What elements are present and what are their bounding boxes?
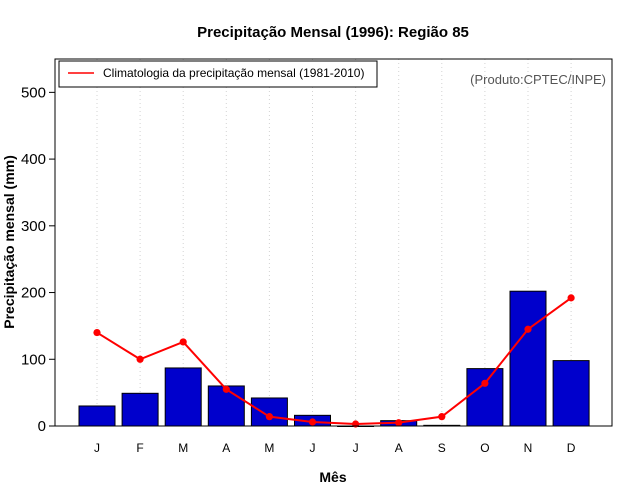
bar-D-11 [552,360,590,427]
x-tick-label: S [438,441,446,455]
y-axis: 0 100 200 300 400 500 [21,84,55,435]
x-tick-label: J [353,441,359,455]
legend-box [58,60,378,88]
bar-J-0 [78,405,116,427]
bar-F-1 [121,392,159,427]
y-tick-label: 400 [21,151,46,168]
climatology-point-4 [265,413,273,421]
climatology-point-6 [352,420,360,428]
legend: Climatologia da precipitação mensal (198… [58,60,378,88]
climatology-point-11 [567,294,575,302]
climatology-point-1 [136,355,144,363]
climatology-series [93,294,575,428]
bars-group [78,290,590,427]
x-tick-label: O [480,441,489,455]
y-tick-label: 100 [21,351,46,368]
climatology-point-8 [438,413,446,421]
legend-label: Climatologia da precipitação mensal (198… [103,66,364,80]
climatology-point-3 [222,385,230,393]
climatology-point-2 [179,338,187,346]
x-axis-title: Mês [319,469,346,485]
x-tick-label: A [395,441,403,455]
climatology-point-10 [524,325,532,333]
x-tick-label: J [94,441,100,455]
y-tick-label: 300 [21,218,46,235]
x-tick-label: F [136,441,143,455]
y-tick-label: 500 [21,84,46,101]
y-tick-label: 0 [38,418,46,435]
climatology-point-7 [395,419,403,427]
x-tick-label: M [264,441,274,455]
x-tick-label: A [222,441,230,455]
plot-frame [54,58,613,427]
y-tick-label: 200 [21,285,46,302]
bar-N-10 [509,290,547,427]
bar-M-2 [164,367,202,427]
climatology-point-9 [481,379,489,387]
climatology-point-5 [308,418,317,426]
x-tick-label: M [178,441,188,455]
chart-title: Precipitação Mensal (1996): Região 85 [197,24,469,41]
x-tick-label: N [524,441,533,455]
bar-M-4 [250,397,288,427]
bar-O-9 [466,368,504,427]
y-axis-title: Precipitação mensal (mm) [1,155,17,329]
climatology-line [96,297,572,425]
x-tick-label: J [310,441,316,455]
climatology-point-0 [93,328,101,337]
credit-text: (Produto:CPTEC/INPE) [470,72,606,87]
x-tick-label: D [567,441,576,455]
